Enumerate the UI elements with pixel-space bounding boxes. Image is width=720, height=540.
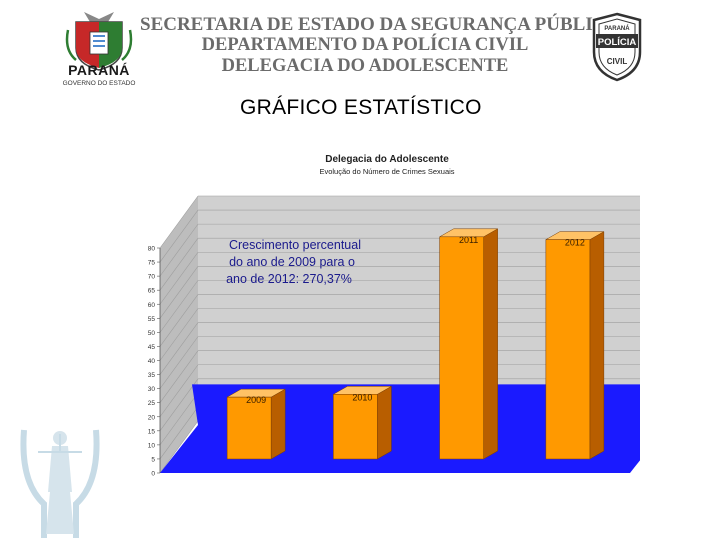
chart-subtitle: Evolução do Número de Crimes Sexuais (319, 167, 454, 176)
badge-bottom-text: CIVIL (607, 57, 628, 66)
y-tick-label: 30 (148, 386, 156, 393)
badge-mid-text: POLÍCIA (598, 37, 637, 48)
parana-logo-subtitle: GOVERNO DO ESTADO (62, 80, 136, 87)
bar-side (270, 388, 286, 460)
y-axis-ticks: 0 5 10 15 20 25 30 35 40 45 50 55 60 65 70 75 80 (148, 246, 161, 478)
bar-front (545, 239, 591, 460)
chart-title: Delegacia do Adolescente (325, 154, 449, 165)
y-tick-label: 80 (148, 246, 156, 253)
annotation-line: Crescimento percentual (229, 238, 361, 252)
y-tick-label: 65 (148, 288, 156, 295)
bar-2009: 2009 (226, 388, 287, 460)
annotation-line: ano de 2012: 270,37% (226, 272, 352, 286)
bar-category-label: 2010 (352, 392, 372, 402)
y-tick-label: 40 (148, 358, 156, 365)
institution-heading: SECRETARIA DE ESTADO DA SEGURANÇA PÚBLIC… (140, 14, 621, 77)
page-title: GRÁFICO ESTATÍSTICO (240, 96, 482, 119)
gridline-side (159, 223, 199, 277)
heading-line-delegacia: DELEGACIA DO ADOLESCENTE (221, 56, 509, 76)
chart-floor-back (192, 384, 640, 425)
gridline-side (159, 420, 199, 474)
bar-front (333, 394, 378, 460)
gridline-side (159, 280, 199, 333)
gridline-side (159, 322, 199, 375)
gridline-side (159, 195, 199, 249)
y-tick-label: 50 (148, 330, 156, 337)
y-tick-label: 15 (148, 428, 156, 435)
y-tick-label: 10 (148, 442, 156, 449)
growth-annotation: Crescimento percentual do ano de 2009 par… (226, 238, 361, 286)
gridline-side (159, 294, 199, 347)
y-tick-label: 25 (148, 400, 156, 407)
gridline-side (159, 252, 199, 305)
bar-side (377, 385, 392, 460)
y-tick-label: 70 (148, 274, 156, 281)
parana-coat-of-arms-icon (65, 12, 133, 71)
gridline-side (159, 336, 199, 389)
y-tick-label: 75 (148, 260, 156, 267)
bar-2011: 2011 (438, 228, 499, 460)
parana-logo-name: PARANÁ (68, 62, 130, 78)
y-tick-label: 20 (148, 414, 156, 421)
gridline-side (159, 378, 199, 431)
y-tick-label: 0 (151, 471, 155, 478)
heading-line-departamento: DEPARTAMENTO DA POLÍCIA CIVIL (201, 35, 529, 55)
chart-floor (160, 384, 640, 473)
gridline-side (159, 266, 199, 319)
annotation-line: do ano de 2009 para o (229, 255, 355, 269)
bar-2012: 2012 (544, 231, 605, 460)
gridline-side (159, 308, 199, 361)
policia-civil-badge-icon: PARANÁ POLÍCIA CIVIL (592, 12, 642, 82)
gridline-side (159, 392, 199, 446)
y-tick-label: 55 (148, 316, 156, 323)
y-tick-label: 45 (148, 344, 156, 351)
gridline-side (159, 238, 199, 291)
justice-watermark-icon (20, 429, 100, 538)
chart-bars: 2009 2010 2011 2012 (226, 228, 605, 460)
bar-category-label: 2011 (459, 235, 478, 245)
bar-side (589, 231, 605, 460)
bar-2010: 2010 (332, 385, 393, 460)
bar-category-label: 2009 (246, 395, 266, 405)
crimes-bar-chart: Delegacia do Adolescente Evolução do Núm… (148, 154, 640, 478)
badge-top-text: PARANÁ (604, 25, 630, 32)
y-tick-label: 35 (148, 372, 156, 379)
gridline-side (159, 364, 199, 417)
y-tick-label: 60 (148, 302, 156, 309)
gridline-side (159, 406, 199, 460)
gridline-side (159, 350, 199, 403)
bar-category-label: 2012 (565, 238, 585, 248)
bar-front (226, 396, 272, 460)
bar-side (483, 228, 498, 460)
heading-line-secretaria: SECRETARIA DE ESTADO DA SEGURANÇA PÚBLIC… (140, 14, 621, 35)
y-tick-label: 5 (151, 456, 155, 463)
header: PARANÁ GOVERNO DO ESTADO SECRETARIA DE E… (0, 0, 720, 95)
bar-front (439, 236, 484, 460)
gridline-side (159, 209, 199, 263)
